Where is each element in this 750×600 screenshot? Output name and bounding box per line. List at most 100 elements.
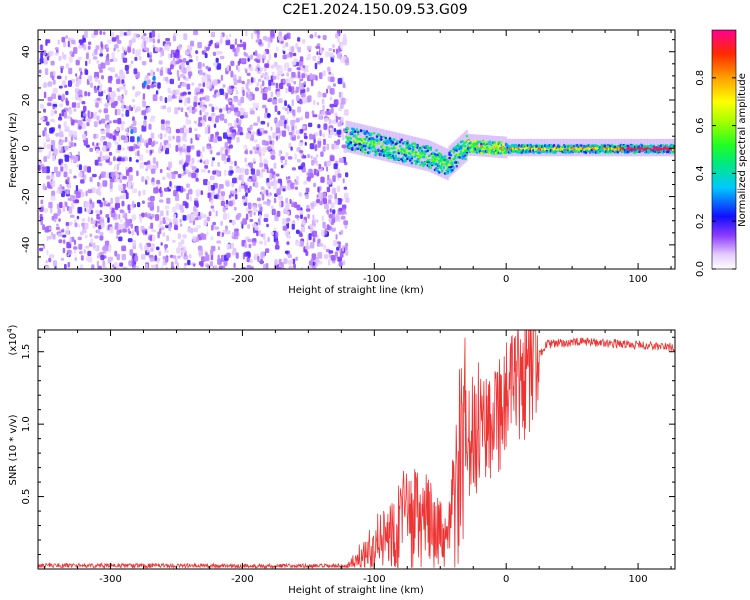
heatmap-cell <box>297 46 302 53</box>
heatmap-cell <box>303 180 307 185</box>
heatmap-cell <box>187 97 191 104</box>
heatmap-cell <box>422 164 425 168</box>
heatmap-cell <box>112 119 118 124</box>
heatmap-cell <box>283 64 287 71</box>
heatmap-cell <box>56 75 62 80</box>
heatmap-cell <box>312 55 317 62</box>
heatmap-cell <box>177 107 181 111</box>
heatmap-cell <box>128 63 132 69</box>
heatmap-cell <box>185 60 190 66</box>
heatmap-cell <box>378 128 382 160</box>
heatmap-cell <box>306 87 310 92</box>
heatmap-cell <box>240 115 244 119</box>
heatmap-cell <box>95 45 100 50</box>
heatmap-cell <box>208 211 212 217</box>
x-tick-label: -100 <box>363 574 386 585</box>
heatmap-cell <box>272 98 278 105</box>
heatmap-cell <box>126 219 131 227</box>
heatmap-cell <box>132 116 135 122</box>
heatmap-cell <box>364 144 367 148</box>
heatmap-cell <box>253 228 256 234</box>
heatmap-cell <box>178 59 183 63</box>
heatmap-cell <box>317 55 321 60</box>
heatmap-cell <box>259 162 263 168</box>
heatmap-cell <box>130 60 134 64</box>
heatmap-cell <box>317 35 321 39</box>
heatmap-cell <box>103 108 108 114</box>
heatmap-cell <box>279 82 284 90</box>
heatmap-cell <box>78 151 81 156</box>
heatmap-cell <box>267 40 271 48</box>
heatmap-cell <box>282 54 288 60</box>
heatmap-cell <box>81 222 86 227</box>
snr-series-line <box>38 330 675 569</box>
heatmap-cell <box>219 39 223 44</box>
heatmap-cell <box>96 97 101 101</box>
heatmap-cell <box>284 119 287 125</box>
heatmap-cell <box>164 246 167 251</box>
heatmap-cell <box>210 236 214 241</box>
heatmap-cell <box>177 233 181 240</box>
heatmap-cell <box>102 145 107 152</box>
heatmap-cell <box>290 182 295 190</box>
heatmap-cell <box>247 202 252 210</box>
heatmap-cell <box>118 224 122 230</box>
heatmap-cell <box>149 257 155 262</box>
heatmap-cell <box>157 134 161 139</box>
heatmap-cell <box>326 88 329 94</box>
heatmap-cell <box>40 44 43 51</box>
heatmap-cell <box>380 145 383 149</box>
heatmap-cell <box>106 172 109 179</box>
heatmap-cell <box>338 157 344 163</box>
heatmap-cell <box>342 38 347 46</box>
heatmap-cell <box>56 189 60 194</box>
heatmap-cell <box>195 177 199 182</box>
heatmap-cell <box>78 89 83 96</box>
heatmap-cell <box>195 55 199 62</box>
heatmap-cell <box>146 175 150 182</box>
heatmap-cell <box>248 243 252 249</box>
heatmap-cell <box>48 151 51 158</box>
heatmap-cell <box>298 83 304 90</box>
heatmap-cell <box>59 201 63 209</box>
heatmap-cell <box>136 170 139 177</box>
heatmap-cell <box>316 194 319 198</box>
x-tick-label: 0 <box>503 274 509 285</box>
snr-background <box>38 330 675 569</box>
heatmap-cell <box>79 251 83 255</box>
heatmap-cell <box>165 123 170 128</box>
heatmap-cell <box>143 121 146 127</box>
heatmap-cell <box>142 189 146 196</box>
heatmap-cell <box>317 238 321 244</box>
heatmap-cell <box>108 246 112 253</box>
heatmap-cell <box>135 49 140 57</box>
heatmap-cell <box>189 49 192 54</box>
heatmap-cell <box>108 120 112 124</box>
heatmap-cell <box>174 60 180 65</box>
heatmap-cell <box>253 77 256 84</box>
heatmap-cell <box>45 133 50 141</box>
heatmap-cell <box>404 152 408 155</box>
heatmap-cell <box>141 212 145 218</box>
heatmap-cell <box>491 135 495 158</box>
heatmap-cell <box>262 80 265 87</box>
heatmap-cell <box>343 192 349 199</box>
heatmap-cell <box>413 146 416 149</box>
heatmap-cell <box>187 91 192 95</box>
heatmap-cell <box>73 155 79 163</box>
heatmap-cell <box>270 126 273 131</box>
heatmap-cell <box>236 136 240 143</box>
heatmap-cell <box>193 95 198 102</box>
heatmap-cell <box>199 109 202 116</box>
heatmap-cell <box>322 133 326 138</box>
heatmap-cell <box>406 149 409 152</box>
heatmap-cell <box>439 153 443 156</box>
heatmap-cell <box>343 147 349 153</box>
colorbar: 0.00.20.40.60.8 Normalized spectral ampl… <box>695 29 748 277</box>
heatmap-cell <box>145 168 148 172</box>
heatmap-cell <box>288 259 293 265</box>
heatmap-cell <box>451 169 454 172</box>
heatmap-cell <box>216 63 222 70</box>
heatmap-cell <box>129 260 132 267</box>
heatmap-cell <box>107 39 112 44</box>
